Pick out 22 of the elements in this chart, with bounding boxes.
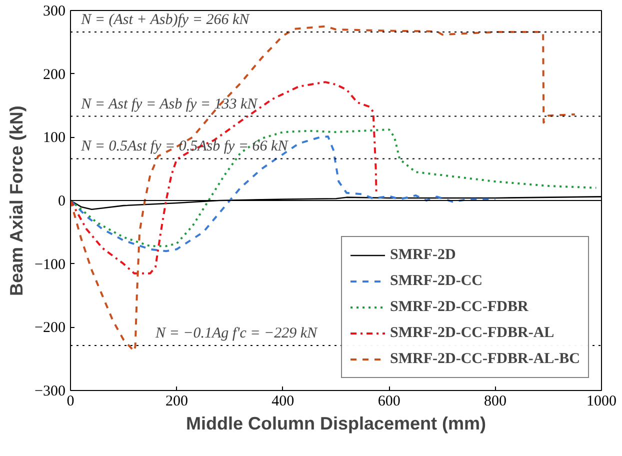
y-tick-label: −200 xyxy=(34,320,66,336)
y-tick-label: 300 xyxy=(43,4,66,20)
x-tick-label: 800 xyxy=(484,394,507,410)
y-tick-label: −100 xyxy=(34,256,66,273)
y-tick-label: 200 xyxy=(43,66,66,83)
legend-label: SMRF-2D-CC-FDBR-AL-BC xyxy=(390,350,580,368)
legend-label: SMRF-2D xyxy=(390,246,456,264)
x-tick-label: 600 xyxy=(378,394,400,410)
ref-line-label: N = Ast fy = Asb fy = 133 kN xyxy=(80,96,258,112)
x-tick-label: 200 xyxy=(165,394,188,410)
legend-label: SMRF-2D-CC-FDBR-AL xyxy=(390,324,554,342)
x-tick-label: 400 xyxy=(272,394,294,410)
y-tick-label: 100 xyxy=(43,130,66,146)
ref-line-label: N = (Ast + Asb)fy = 266 kN xyxy=(80,12,250,28)
legend-label: SMRF-2D-CC-FDBR xyxy=(390,298,528,316)
ref-line-label: N = −0.1Ag f'c = −229 kN xyxy=(154,326,318,342)
x-tick-label: 1000 xyxy=(586,394,616,410)
y-tick-label: −300 xyxy=(34,384,66,400)
y-tick-label: 0 xyxy=(58,194,66,210)
y-axis-title: Beam Axial Force (kN) xyxy=(6,106,27,296)
legend-label: SMRF-2D-CC xyxy=(390,272,482,290)
x-axis-title: Middle Column Displacement (mm) xyxy=(186,414,486,434)
